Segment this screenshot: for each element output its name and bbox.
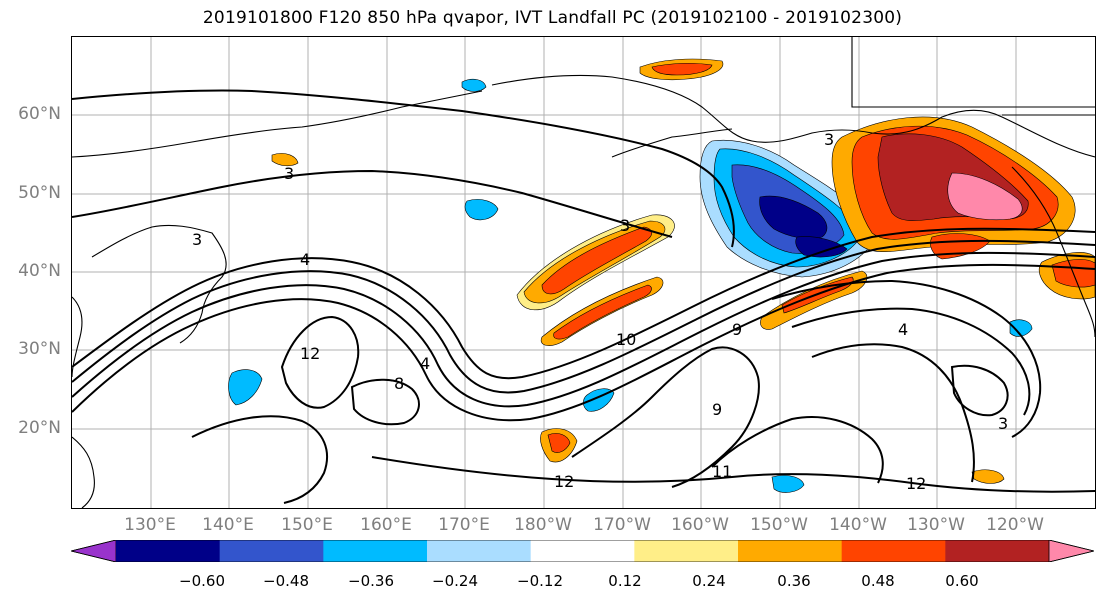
- negative-anomaly-region: [771, 475, 805, 493]
- colorbar-tick-label: −0.36: [348, 572, 394, 590]
- latitude-label: 60°N: [18, 104, 61, 124]
- colorbar-tick-label: 0.36: [777, 572, 811, 590]
- colorbar-segment: [219, 540, 324, 562]
- colorbar-tick-label: −0.12: [517, 572, 563, 590]
- contour-label: 11: [712, 462, 732, 481]
- colorbar-tick-label: 0.24: [692, 572, 726, 590]
- longitude-label: 170°E: [438, 515, 490, 535]
- map-panel[interactable]: 3 3 3 3 4 12 8 4 10 9 4 11 12 3 12 9: [71, 36, 1096, 509]
- alaska-coastline: [491, 74, 1095, 158]
- longitude-label: 170°W: [593, 515, 651, 535]
- contour-label: 3: [998, 414, 1008, 433]
- latitude-label: 30°N: [18, 339, 61, 359]
- contour-line: [72, 239, 1095, 394]
- longitude-label: 130°W: [907, 515, 965, 535]
- contour-line: [350, 378, 420, 426]
- negative-anomaly-region: [1009, 319, 1033, 337]
- colorbar-tick-label: −0.24: [432, 572, 478, 590]
- colorbar-segment: [323, 540, 428, 562]
- contour-label: 3: [620, 216, 630, 235]
- colorbar-extension-high: [1048, 540, 1094, 562]
- colorbar-segment: [427, 540, 532, 562]
- colorbar-segment: [530, 540, 635, 562]
- colorbar-segment: [116, 540, 221, 562]
- contour-label: 12: [906, 474, 926, 493]
- colorbar-tick-label: 0.48: [861, 572, 895, 590]
- longitude-label: 180°W: [514, 515, 572, 535]
- longitude-label: 160°W: [671, 515, 729, 535]
- map-canvas: 3 3 3 3 4 12 8 4 10 9 4 11 12 3 12 9: [72, 37, 1095, 508]
- contour-line: [791, 307, 1031, 416]
- longitude-label: 120°W: [986, 515, 1044, 535]
- longitude-label: 140°W: [829, 515, 887, 535]
- negative-anomaly-region: [464, 199, 499, 221]
- negative-anomaly-region: [759, 195, 828, 239]
- longitude-label: 160°E: [360, 515, 412, 535]
- contour-line: [950, 364, 1009, 417]
- canada-border: [851, 37, 1095, 116]
- contour-line: [771, 279, 1042, 438]
- contour-label: 9: [712, 400, 722, 419]
- contour-line: [72, 227, 1095, 380]
- positive-anomaly-region: [541, 226, 653, 295]
- colorbar-segment: [945, 540, 1050, 562]
- colorbar-tick-label: −0.48: [263, 572, 309, 590]
- figure-title: 2019101800 F120 850 hPa qvapor, IVT Land…: [202, 8, 903, 28]
- contour-line: [711, 416, 884, 484]
- contour-line: [72, 263, 1095, 422]
- contour-line: [280, 315, 360, 409]
- contour-line: [371, 456, 1095, 493]
- contour-label: 4: [300, 250, 310, 269]
- contour-label: 9: [732, 320, 742, 339]
- contour-line: [72, 169, 673, 238]
- latitude-label: 50°N: [18, 183, 61, 203]
- contour-label: 12: [554, 472, 574, 491]
- contour-line: [811, 343, 975, 483]
- negative-anomaly-region: [228, 369, 263, 406]
- coastlines: [72, 37, 1095, 508]
- longitude-label: 150°E: [281, 515, 333, 535]
- longitude-label: 140°E: [202, 515, 254, 535]
- positive-anomaly-region: [971, 469, 1005, 484]
- contour-label: 12: [300, 344, 320, 363]
- asia-coastline: [72, 90, 483, 508]
- contour-label: 3: [192, 230, 202, 249]
- negative-anomaly-region: [795, 236, 848, 258]
- positive-anomaly-region: [651, 62, 713, 76]
- contour-line: [72, 89, 735, 248]
- colorbar-extension-low: [71, 540, 117, 562]
- colorbar-segment: [738, 540, 843, 562]
- colorbar-segment: [634, 540, 739, 562]
- contour-label: 3: [824, 130, 834, 149]
- colorbar: [71, 540, 1094, 562]
- colorbar-tick-label: −0.60: [179, 572, 225, 590]
- colorbar-segment: [841, 540, 946, 562]
- latitude-label: 20°N: [18, 418, 61, 438]
- contour-label: 3: [284, 164, 294, 183]
- contour-line: [571, 346, 760, 488]
- positive-anomaly-region: [553, 284, 652, 340]
- north-america-coastline: [1011, 166, 1095, 338]
- ivt-contours: [72, 89, 1095, 504]
- longitude-label: 150°W: [750, 515, 808, 535]
- positive-anomaly-region: [271, 153, 299, 167]
- positive-anomaly-region: [947, 172, 1023, 221]
- contour-label: 4: [898, 320, 908, 339]
- contour-line: [72, 251, 1095, 408]
- contour-label: 10: [616, 330, 636, 349]
- contour-line: [191, 415, 328, 504]
- colorbar-tick-label: 0.12: [608, 572, 642, 590]
- longitude-label: 130°E: [124, 515, 176, 535]
- qvapor-shading: [228, 58, 1095, 493]
- contour-label: 8: [394, 374, 404, 393]
- positive-anomaly-region: [547, 433, 571, 453]
- aleutian-islands: [611, 128, 733, 158]
- colorbar-tick-label: 0.60: [945, 572, 979, 590]
- contour-label: 4: [420, 354, 430, 373]
- latitude-label: 40°N: [18, 261, 61, 281]
- negative-anomaly-region: [461, 78, 487, 92]
